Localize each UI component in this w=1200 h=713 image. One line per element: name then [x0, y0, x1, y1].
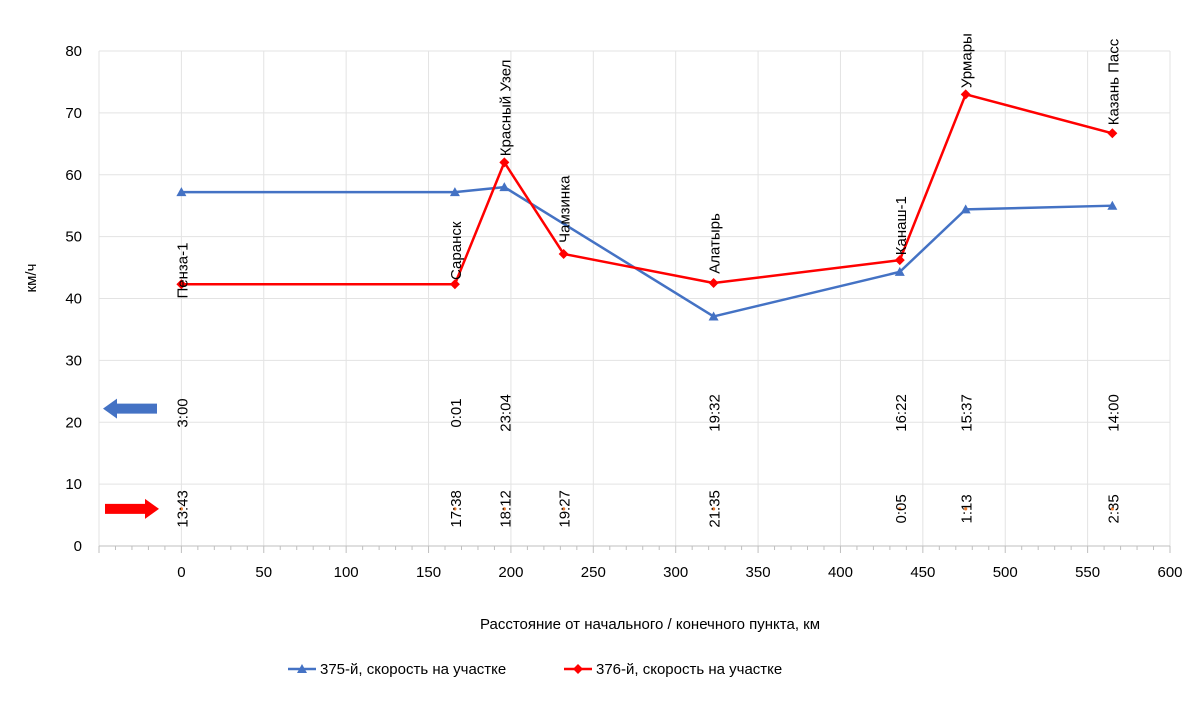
- label-layer: Пенза-1 Саранск Красный Узел Чамзинка Алатыр…: [174, 33, 1122, 528]
- data-point-376: [1107, 128, 1118, 139]
- x-axis-title: Расстояние от начального / конечного пун…: [480, 616, 820, 633]
- data-point-376: [449, 279, 460, 290]
- x-tick-label: 500: [993, 564, 1018, 581]
- station-label: Саранск: [448, 221, 465, 280]
- time-label-375: 3:00: [174, 398, 191, 427]
- series-line-376: [181, 93, 1113, 286]
- time-label-375: 19:32: [707, 394, 724, 432]
- x-tick-label: 200: [498, 564, 523, 581]
- y-tick-label: 80: [65, 43, 82, 60]
- x-tick-label: 600: [1157, 564, 1182, 581]
- legend-item-375[interactable]: 375-й, скорость на участке: [288, 661, 506, 678]
- x-tick-label: 350: [746, 564, 771, 581]
- legend-label-376: 376-й, скорость на участке: [596, 661, 782, 678]
- station-label: Красный Узел: [497, 60, 514, 157]
- legend-marker-376: [573, 664, 583, 674]
- time-label-376: 2:35: [1105, 494, 1122, 523]
- time-point-376: [453, 507, 457, 511]
- time-point-376: [562, 507, 566, 511]
- y-tick-label: 20: [65, 414, 82, 431]
- direction-arrow-375-left: [103, 398, 157, 419]
- x-tick-label: 100: [334, 564, 359, 581]
- y-tick-label: 30: [65, 352, 82, 369]
- axis-layer: 0 50 100 150 200 250 300 350 400 450 500 550 600 0 10 2…: [65, 43, 1182, 581]
- legend: 375-й, скорость на участке 376-й, скорос…: [288, 661, 782, 678]
- data-point-376: [176, 279, 187, 290]
- x-tick-label: 450: [910, 564, 935, 581]
- time-label-376: 19:27: [557, 490, 574, 528]
- station-label: Урмары: [959, 33, 976, 88]
- time-label-375: 14:00: [1105, 394, 1122, 432]
- time-point-376: [898, 507, 902, 511]
- time-point-376: [711, 507, 716, 511]
- legend-marker-375: [297, 664, 307, 673]
- y-tick-label: 40: [65, 291, 82, 308]
- data-point-376: [960, 89, 971, 100]
- data-point-375: [449, 187, 460, 197]
- legend-label-375: 375-й, скорость на участке: [320, 661, 506, 678]
- data-point-375: [499, 182, 510, 192]
- time-label-375: 23:04: [497, 394, 514, 432]
- data-point-375: [1107, 200, 1118, 210]
- series-layer: [176, 89, 1118, 321]
- y-tick-label: 50: [65, 229, 82, 246]
- station-label: Канаш-1: [893, 196, 910, 255]
- station-label: Казань Пасс: [1105, 38, 1122, 125]
- data-point-375: [708, 311, 719, 321]
- y-tick-label: 60: [65, 167, 82, 184]
- y-tick-label: 70: [65, 105, 82, 122]
- x-tick-label: 0: [177, 564, 185, 581]
- x-tick-label: 300: [663, 564, 688, 581]
- x-tick-label: 50: [255, 564, 272, 581]
- grid-layer: [98, 50, 1171, 546]
- time-label-376: 1:13: [959, 494, 976, 523]
- time-label-375: 15:37: [959, 394, 976, 432]
- time-label-376: 17:38: [448, 490, 465, 528]
- x-tick-label: 150: [416, 564, 441, 581]
- time-point-376: [502, 507, 506, 511]
- legend-item-376[interactable]: 376-й, скорость на участке: [564, 661, 782, 678]
- station-label: Пенза-1: [174, 243, 191, 299]
- time-point-376: [179, 507, 183, 511]
- time-label-376: 13:43: [174, 490, 191, 528]
- time-label-375: 0:01: [448, 398, 465, 427]
- data-point-375: [960, 204, 971, 214]
- arrow-layer: [103, 398, 159, 519]
- x-tick-label: 400: [828, 564, 853, 581]
- time-label-375: 16:22: [893, 394, 910, 432]
- time-point-376: [964, 507, 968, 511]
- x-tick-label: 250: [581, 564, 606, 581]
- time-label-376: 0:05: [893, 494, 910, 523]
- y-axis-title: км/ч: [23, 264, 40, 293]
- data-point-376: [894, 255, 905, 266]
- time-label-376: 21:35: [707, 490, 724, 528]
- data-point-376: [499, 157, 510, 168]
- station-label: Чамзинка: [557, 175, 574, 243]
- data-point-375: [176, 187, 187, 197]
- y-tick-label: 10: [65, 476, 82, 493]
- data-point-375: [894, 266, 905, 276]
- y-tick-label: 0: [74, 538, 82, 555]
- x-tick-label: 550: [1075, 564, 1100, 581]
- station-label: Алатырь: [707, 213, 724, 274]
- time-point-376: [1110, 507, 1114, 511]
- data-point-376: [708, 278, 719, 289]
- direction-arrow-376-right: [105, 498, 159, 519]
- time-label-376: 18:12: [497, 490, 514, 528]
- data-point-376: [558, 248, 569, 259]
- series-line-375: [181, 185, 1113, 318]
